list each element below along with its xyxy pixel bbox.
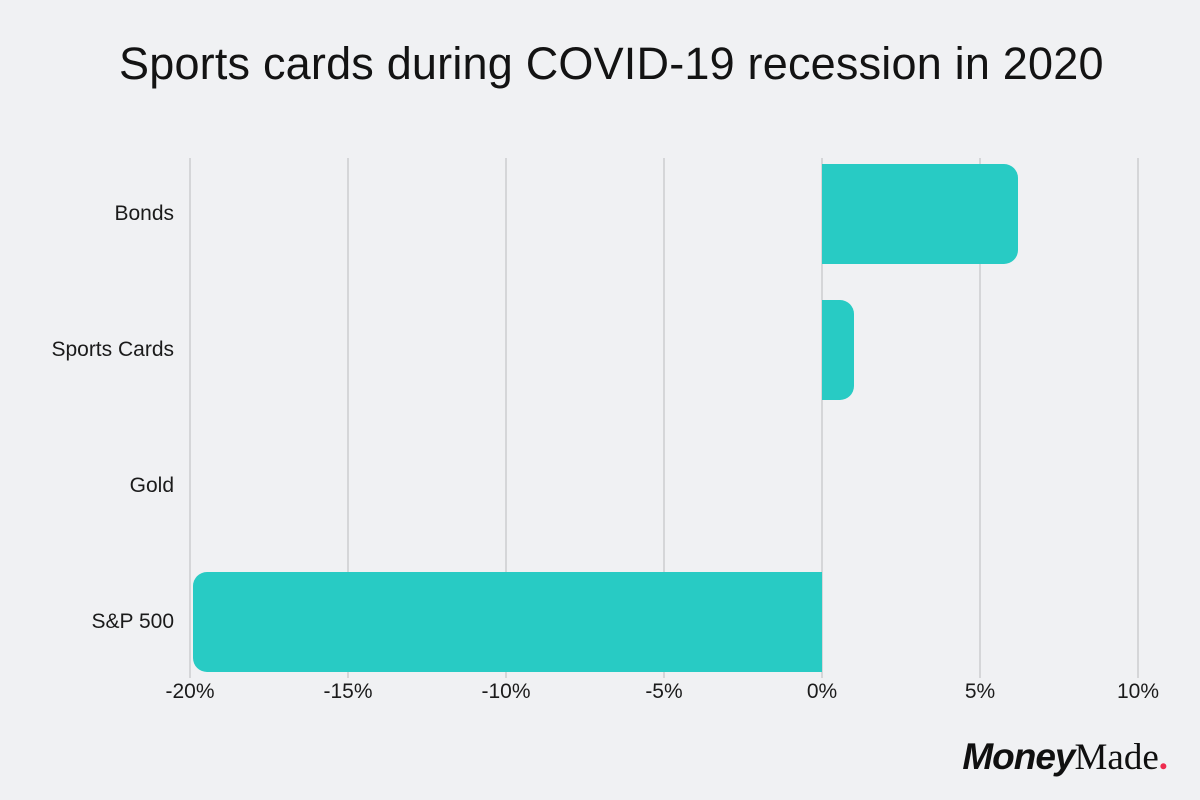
- gridline--5: [663, 158, 665, 678]
- x-tick-label: -20%: [165, 680, 215, 703]
- x-tick-label: -15%: [323, 680, 373, 703]
- x-tick-label: 5%: [964, 680, 996, 703]
- bar-s-p-500: [193, 572, 822, 672]
- plot-area: [189, 158, 1139, 678]
- moneymade-logo: MoneyMade.: [962, 736, 1168, 779]
- category-label-s-p-500: S&P 500: [91, 610, 174, 633]
- gridline-5: [979, 158, 981, 678]
- bar-sports-cards: [822, 300, 854, 400]
- gridline-0: [821, 158, 823, 678]
- x-axis: -20% -15% -10% -5% 0% 5% 10%: [0, 680, 1200, 710]
- x-tick-label: 10%: [1116, 680, 1160, 703]
- gridline-10: [1137, 158, 1139, 678]
- chart-title: Sports cards during COVID-19 recession i…: [119, 38, 1104, 89]
- x-tick-label: 0%: [806, 680, 838, 703]
- category-label-bonds: Bonds: [114, 202, 174, 225]
- logo-money-text: Money: [962, 736, 1075, 777]
- gridline--10: [505, 158, 507, 678]
- gridline--20: [189, 158, 191, 678]
- category-label-sports-cards: Sports Cards: [51, 338, 174, 361]
- bar-bonds: [822, 164, 1018, 264]
- logo-dot: .: [1158, 737, 1168, 778]
- category-axis: Bonds Sports Cards Gold S&P 500: [0, 0, 174, 800]
- logo-made-text: Made: [1074, 737, 1159, 778]
- x-tick-label: -5%: [645, 680, 683, 703]
- gridline--15: [347, 158, 349, 678]
- x-tick-label: -10%: [481, 680, 531, 703]
- category-label-gold: Gold: [129, 474, 174, 497]
